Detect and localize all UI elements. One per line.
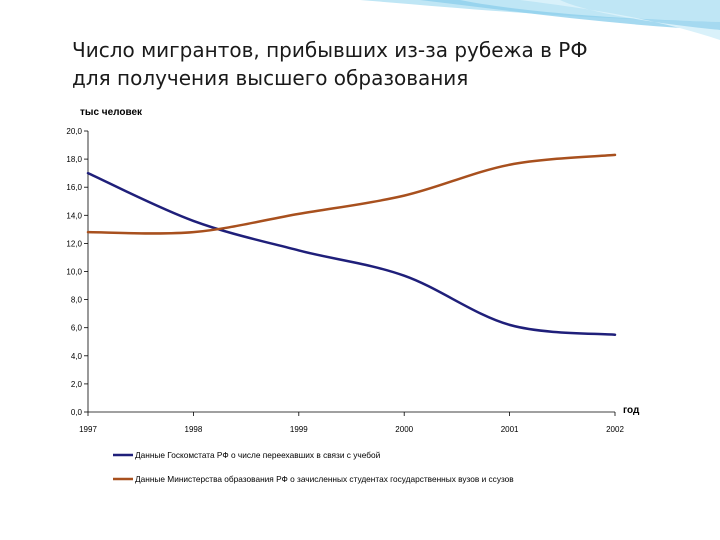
x-tick-label: 1997	[79, 425, 97, 434]
slide-header-decoration	[360, 0, 720, 40]
y-tick-label: 6,0	[71, 324, 83, 333]
series-line-2	[86, 153, 617, 235]
y-tick-label: 20,0	[66, 127, 82, 136]
legend-label-1: Данные Госкомстата РФ о числе переехавши…	[135, 450, 381, 460]
y-tick-label: 4,0	[71, 352, 83, 361]
y-axis: 0,0 2,0 4,0 6,0 8,0 10,0 12,0 14,0 16,0 18,0 20,0	[66, 127, 89, 417]
y-tick-label: 10,0	[66, 268, 82, 277]
y-tick-label: 18,0	[66, 155, 82, 164]
y-tick-label: 16,0	[66, 183, 82, 192]
legend-label-2: Данные Министерства образования РФ о зач…	[135, 474, 514, 484]
y-tick-label: 0,0	[71, 408, 83, 417]
y-tick-label: 12,0	[66, 239, 82, 248]
y-axis-label: тыс человек	[80, 107, 143, 118]
series-group	[86, 153, 617, 336]
series-line-1	[86, 171, 617, 336]
x-tick-label: 1998	[185, 425, 203, 434]
x-tick-label: 1999	[290, 425, 308, 434]
y-tick-label: 14,0	[66, 211, 82, 220]
y-tick-label: 2,0	[71, 380, 83, 389]
slide-title-line2: для получения высшего образования	[72, 66, 469, 90]
x-axis-label: год	[623, 405, 640, 416]
legend: Данные Госкомстата РФ о числе переехавши…	[113, 450, 514, 484]
y-tick-label: 8,0	[71, 296, 83, 305]
x-axis: 1997 1998 1999 2000 2001 2002	[79, 411, 624, 434]
x-tick-label: 2002	[606, 425, 624, 434]
x-tick-label: 2000	[395, 425, 413, 434]
slide-title: Число мигрантов, прибывших из-за рубежа …	[72, 36, 702, 92]
slide-title-line1: Число мигрантов, прибывших из-за рубежа …	[72, 38, 588, 62]
x-tick-label: 2001	[501, 425, 519, 434]
